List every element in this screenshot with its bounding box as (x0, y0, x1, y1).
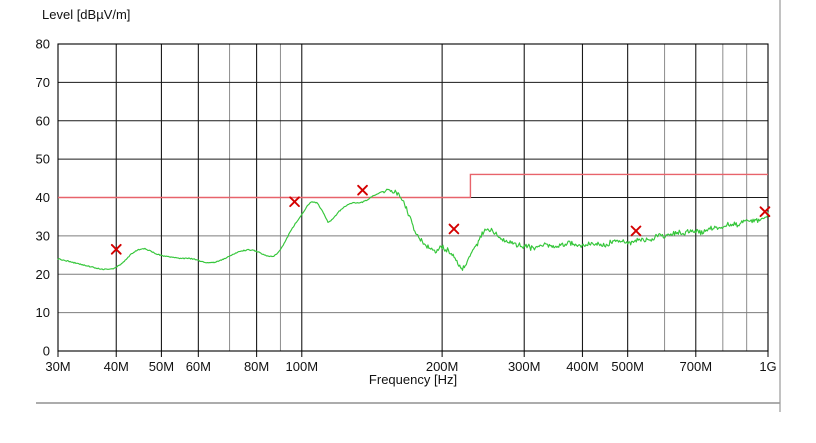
x-tick-label: 1G (759, 359, 776, 374)
y-tick-label: 20 (36, 267, 50, 282)
x-tick-label: 40M (104, 359, 129, 374)
minor-gridlines-y (58, 235, 768, 314)
y-tick-label: 30 (36, 228, 50, 243)
axis-tick-marks (57, 351, 769, 357)
x-tick-label: 500M (611, 359, 644, 374)
y-tick-label: 40 (36, 190, 50, 205)
peak-marker (759, 206, 771, 218)
x-tick-label: 80M (244, 359, 269, 374)
y-tick-label: 50 (36, 152, 50, 167)
x-axis-title: Frequency [Hz] (369, 372, 457, 387)
x-tick-label: 700M (680, 359, 713, 374)
y-tick-label: 70 (36, 75, 50, 90)
x-tick-label: 100M (286, 359, 319, 374)
peak-marker (289, 196, 300, 208)
peak-marker (630, 225, 642, 237)
x-tick-label: 50M (149, 359, 174, 374)
emission-trace-path (57, 188, 769, 271)
x-tick-label: 200M (426, 359, 459, 374)
peak-marker (448, 223, 460, 235)
peak-marker (357, 184, 368, 196)
y-axis-tick-labels: 0 10 20 30 40 50 60 70 80 (36, 37, 50, 359)
y-axis-title: Level [dBµV/m] (42, 7, 130, 22)
x-tick-label: 400M (566, 359, 599, 374)
y-tick-label: 0 (43, 344, 50, 359)
peak-marker (110, 243, 122, 255)
x-tick-label: 300M (508, 359, 541, 374)
x-tick-label: 30M (45, 359, 70, 374)
limit-line-path (58, 173, 768, 199)
limit-line-series (58, 173, 768, 199)
x-axis-tick-labels: 30M 40M 50M 60M 80M 100M 200M 300M 400M 500M 700M 1… (45, 359, 776, 374)
peak-markers (110, 184, 771, 255)
y-tick-label: 60 (36, 113, 50, 128)
measured-emission-series (57, 188, 769, 271)
x-tick-label: 60M (186, 359, 211, 374)
y-tick-label: 80 (36, 37, 50, 52)
y-tick-label: 10 (36, 305, 50, 320)
